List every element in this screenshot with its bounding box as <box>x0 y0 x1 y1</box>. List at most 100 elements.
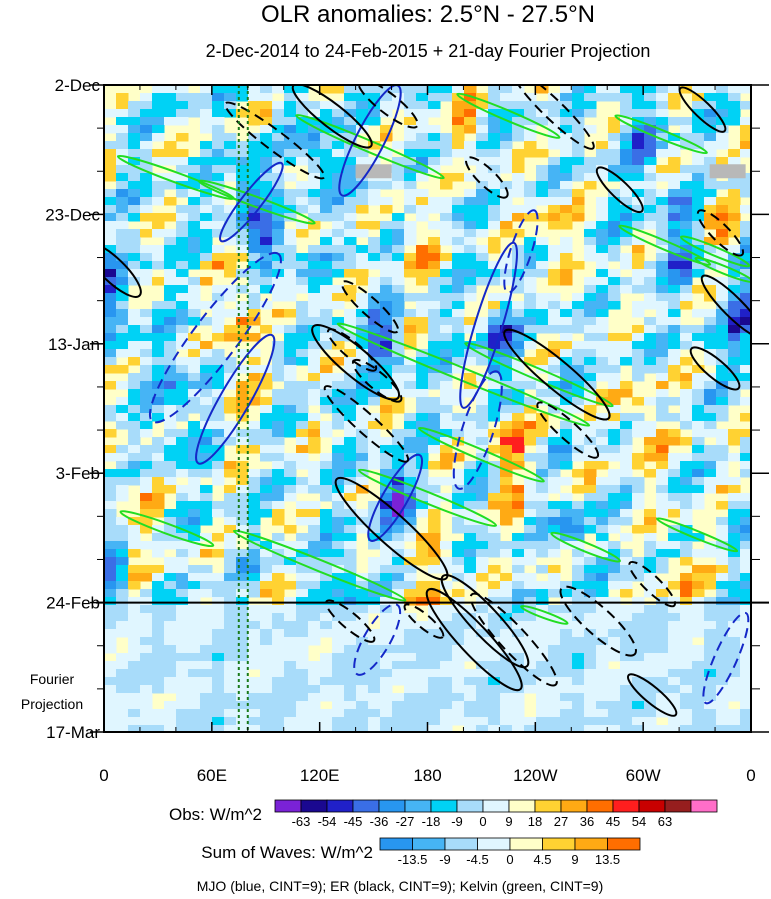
anomaly-cell <box>272 629 285 638</box>
anomaly-cell <box>644 333 657 342</box>
anomaly-cell <box>740 397 751 406</box>
anomaly-cell <box>452 469 465 478</box>
anomaly-cell <box>284 405 297 414</box>
anomaly-cell <box>176 461 189 470</box>
anomaly-cell <box>428 501 441 510</box>
anomaly-cell <box>560 517 573 526</box>
anomaly-cell <box>164 437 177 446</box>
anomaly-cell <box>152 373 165 382</box>
anomaly-cell <box>548 325 561 334</box>
anomaly-cell <box>200 517 213 526</box>
anomaly-cell <box>128 621 141 630</box>
anomaly-cell <box>584 573 597 582</box>
anomaly-cell <box>116 421 129 430</box>
anomaly-cell <box>512 181 525 190</box>
anomaly-cell <box>512 341 525 350</box>
anomaly-cell <box>476 717 489 726</box>
obs-colorbar-tick-label: 0 <box>479 814 486 829</box>
anomaly-cell <box>584 349 597 358</box>
anomaly-cell <box>668 269 681 278</box>
anomaly-cell <box>296 109 309 118</box>
anomaly-cell <box>680 685 693 694</box>
anomaly-cell <box>260 133 273 142</box>
anomaly-cell <box>488 445 501 454</box>
anomaly-cell <box>188 397 201 406</box>
anomaly-cell <box>200 637 213 646</box>
anomaly-cell <box>488 117 501 126</box>
anomaly-cell <box>200 413 213 422</box>
anomaly-cell <box>380 493 393 502</box>
anomaly-cell <box>260 397 273 406</box>
anomaly-cell <box>680 141 693 150</box>
anomaly-cell <box>224 717 237 726</box>
anomaly-cell <box>344 485 357 494</box>
anomaly-cell <box>452 317 465 326</box>
anomaly-cell <box>200 485 213 494</box>
anomaly-cell <box>116 229 129 238</box>
anomaly-cell <box>440 453 453 462</box>
anomaly-cell <box>188 365 201 374</box>
anomaly-cell <box>308 173 321 182</box>
anomaly-cell <box>560 637 573 646</box>
anomaly-cell <box>272 181 285 190</box>
anomaly-cell <box>344 573 357 582</box>
anomaly-cell <box>668 693 681 702</box>
obs-colorbar-tick-label: -27 <box>396 814 415 829</box>
anomaly-cell <box>368 309 381 318</box>
anomaly-cell <box>308 557 321 566</box>
anomaly-cell <box>392 501 405 510</box>
anomaly-cell <box>224 165 237 174</box>
anomaly-cell <box>620 693 633 702</box>
anomaly-cell <box>560 581 573 590</box>
anomaly-cell <box>332 285 345 294</box>
anomaly-cell <box>392 261 405 270</box>
anomaly-cell <box>224 357 237 366</box>
anomaly-cell <box>560 149 573 158</box>
anomaly-cell <box>632 173 645 182</box>
anomaly-cell <box>224 541 237 550</box>
anomaly-cell <box>356 125 369 134</box>
anomaly-cell <box>560 589 573 598</box>
anomaly-cell <box>116 621 129 630</box>
anomaly-cell <box>464 381 477 390</box>
anomaly-cell <box>392 629 405 638</box>
anomaly-cell <box>716 549 729 558</box>
anomaly-cell <box>608 333 621 342</box>
anomaly-cell <box>452 245 465 254</box>
anomaly-cell <box>296 325 309 334</box>
anomaly-cell <box>152 653 165 662</box>
anomaly-cell <box>236 661 249 670</box>
anomaly-cell <box>716 333 729 342</box>
anomaly-cell <box>236 389 249 398</box>
anomaly-cell <box>608 517 621 526</box>
anomaly-cell <box>524 717 537 726</box>
anomaly-cell <box>608 85 621 94</box>
anomaly-cell <box>284 197 297 206</box>
anomaly-cell <box>572 165 585 174</box>
anomaly-cell <box>476 325 489 334</box>
anomaly-cell <box>308 709 321 718</box>
anomaly-cell <box>200 645 213 654</box>
anomaly-cell <box>440 421 453 430</box>
anomaly-cell <box>296 301 309 310</box>
anomaly-cell <box>104 317 117 326</box>
anomaly-cell <box>620 229 633 238</box>
anomaly-cell <box>584 365 597 374</box>
anomaly-cell <box>272 213 285 222</box>
anomaly-cell <box>716 293 729 302</box>
anomaly-cell <box>596 197 609 206</box>
anomaly-cell <box>152 317 165 326</box>
anomaly-cell <box>332 581 345 590</box>
anomaly-cell <box>596 589 609 598</box>
anomaly-cell <box>428 541 441 550</box>
anomaly-cell <box>116 309 129 318</box>
anomaly-cell <box>200 173 213 182</box>
anomaly-cell <box>632 661 645 670</box>
anomaly-cell <box>644 509 657 518</box>
anomaly-cell <box>344 309 357 318</box>
anomaly-cell <box>116 349 129 358</box>
anomaly-cell <box>284 149 297 158</box>
anomaly-cell <box>380 701 393 710</box>
anomaly-cell <box>656 397 669 406</box>
anomaly-cell <box>104 557 117 566</box>
